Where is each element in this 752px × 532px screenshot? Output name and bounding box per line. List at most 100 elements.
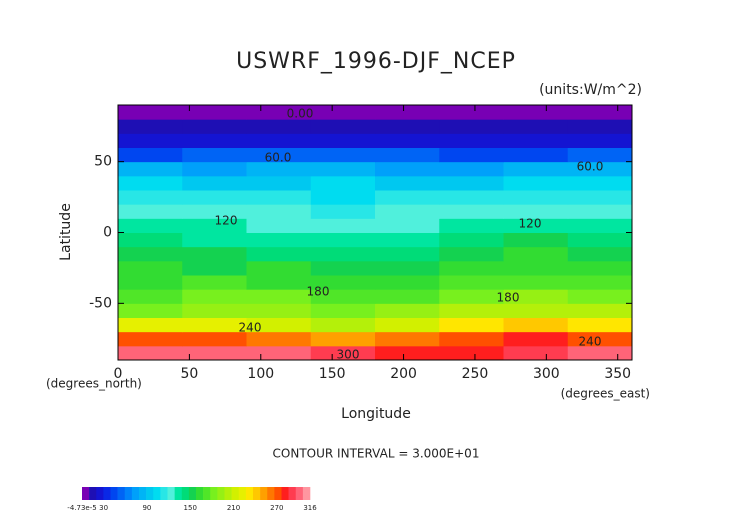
- field-cell: [567, 218, 633, 233]
- x-tick-label: 50: [180, 366, 198, 382]
- contour-label: 240: [239, 321, 262, 335]
- field-cell: [439, 119, 504, 134]
- field-cell: [118, 275, 183, 290]
- units: (units:W/m^2): [539, 82, 642, 98]
- field-cell: [310, 190, 376, 205]
- field-cell: [439, 105, 504, 120]
- field-cell: [118, 260, 183, 276]
- field-cell: [182, 246, 247, 262]
- field-cell: [246, 147, 312, 163]
- colorbar-box: [302, 487, 311, 500]
- field-cell: [439, 289, 504, 304]
- colorbar-box: [139, 487, 147, 500]
- field-cell: [503, 232, 569, 248]
- contour-label: 120: [215, 214, 238, 228]
- field-cell: [118, 190, 183, 205]
- y-tick-label: -50: [89, 295, 112, 311]
- colorbar-label: 316: [303, 504, 317, 512]
- field-cell: [567, 331, 633, 347]
- field-cell: [503, 260, 569, 276]
- x-tick-label: 200: [390, 366, 417, 382]
- colorbar-label: 90: [142, 504, 151, 512]
- field-cell: [118, 133, 183, 148]
- field-cell: [246, 161, 312, 177]
- field-cell: [118, 175, 183, 191]
- field-cell: [246, 260, 312, 276]
- field-cell: [310, 303, 376, 318]
- field-cell: [567, 317, 633, 333]
- field-cell: [310, 119, 376, 134]
- x-tick-label: 250: [462, 366, 489, 382]
- field-cell: [375, 289, 440, 304]
- field-cell: [439, 345, 504, 361]
- field-cell: [375, 119, 440, 134]
- field-cell: [375, 246, 440, 262]
- x-tick-label: 0: [114, 366, 123, 382]
- colorbar-box: [146, 487, 154, 500]
- field-cell: [182, 190, 247, 205]
- field-cell: [439, 147, 504, 163]
- field-cell: [246, 119, 312, 134]
- field-cell: [310, 133, 376, 148]
- field-cell: [182, 232, 247, 248]
- field-cell: [310, 175, 376, 191]
- contour-label: 180: [497, 291, 520, 305]
- field-cell: [182, 289, 247, 304]
- colorbar-label: 270: [270, 504, 283, 512]
- field-cell: [246, 317, 312, 333]
- field-cell: [246, 232, 312, 248]
- colorbar-label: -4.73e-5: [67, 504, 96, 512]
- field-cell: [439, 303, 504, 318]
- field-cell: [439, 175, 504, 191]
- colorbar-box: [203, 487, 211, 500]
- field-cell: [246, 133, 312, 148]
- field-cell: [439, 232, 504, 248]
- field-cell: [567, 133, 633, 148]
- field-cell: [567, 119, 633, 134]
- field-cell: [246, 303, 312, 318]
- colorbar-box: [82, 487, 90, 500]
- field-cell: [375, 161, 440, 177]
- field-cell: [567, 161, 633, 177]
- field-cell: [567, 345, 633, 361]
- field-cell: [503, 345, 569, 361]
- field-cell: [439, 133, 504, 148]
- x-axis-label: Longitude: [341, 406, 411, 422]
- field-cell: [503, 190, 569, 205]
- field-cell: [310, 246, 376, 262]
- field-cell: [503, 175, 569, 191]
- field-cell: [375, 190, 440, 205]
- field-cell: [310, 204, 376, 219]
- field-cell: [182, 317, 247, 333]
- colorbar-box: [217, 487, 225, 500]
- field-cell: [182, 331, 247, 347]
- colorbar-box: [181, 487, 190, 500]
- colorbar-box: [174, 487, 183, 500]
- field-cell: [118, 119, 183, 134]
- colorbar-box: [153, 487, 161, 500]
- field-cell: [439, 204, 504, 219]
- colorbar-box: [167, 487, 175, 500]
- field-cell: [503, 105, 569, 120]
- colorbar-box: [124, 487, 133, 500]
- colorbar-box: [103, 487, 111, 500]
- field-cell: [567, 275, 633, 290]
- field-cell: [375, 331, 440, 347]
- field-cell: [439, 161, 504, 177]
- field-cell: [439, 260, 504, 276]
- field-cell: [375, 204, 440, 219]
- field-cell: [375, 175, 440, 191]
- field-cell: [310, 161, 376, 177]
- field-cell: [567, 175, 633, 191]
- field-cell: [567, 190, 633, 205]
- field-cell: [503, 317, 569, 333]
- field-cell: [118, 161, 183, 177]
- field-cell: [503, 133, 569, 148]
- field-cell: [375, 260, 440, 276]
- field-cell: [310, 232, 376, 248]
- contour-label: 180: [307, 285, 330, 299]
- field-cell: [503, 289, 569, 304]
- field-cell: [182, 105, 247, 120]
- field-cell: [182, 345, 247, 361]
